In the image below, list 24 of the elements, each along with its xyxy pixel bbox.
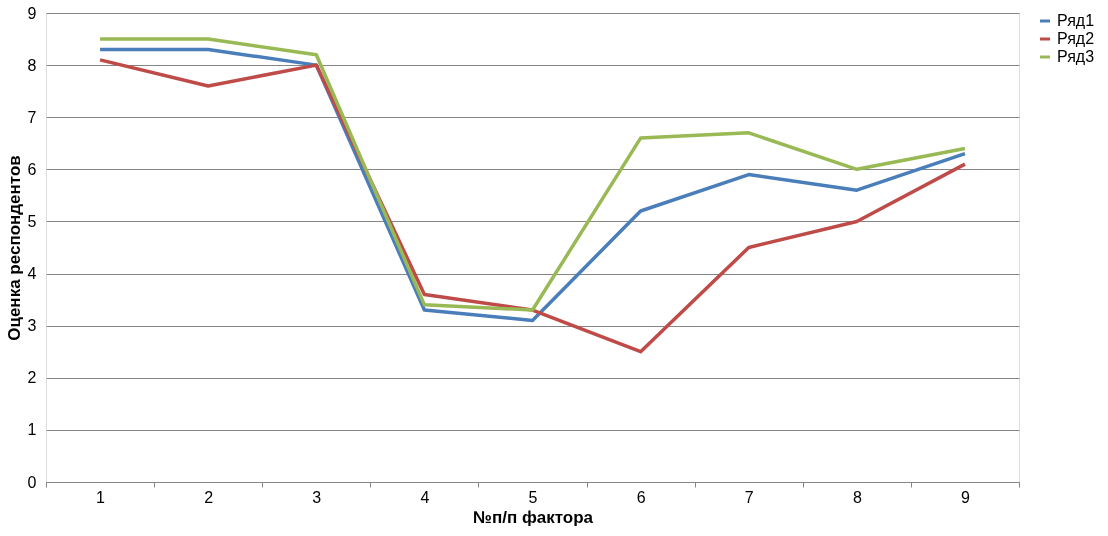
- x-tick-label: 8: [852, 488, 862, 506]
- y-tick-label: 5: [27, 212, 37, 230]
- y-axis-title: Оценка респондентов: [4, 155, 24, 341]
- x-tick-label: 9: [960, 488, 970, 506]
- x-tick-label: 5: [528, 488, 538, 506]
- legend-label: Ряд1: [1057, 12, 1095, 29]
- x-tick-label: 3: [312, 488, 322, 506]
- y-tick-label: 2: [27, 369, 37, 387]
- x-tick-label: 1: [96, 488, 106, 506]
- y-tick-label: 1: [27, 421, 37, 439]
- y-tick-label: 6: [27, 160, 37, 178]
- x-tick-label: 7: [744, 488, 754, 506]
- y-tick-label: 3: [27, 317, 37, 335]
- x-tick-label: 6: [636, 488, 646, 506]
- y-tick-label: 4: [27, 265, 37, 283]
- y-tick-label: 7: [27, 108, 37, 126]
- legend-label: Ряд3: [1057, 48, 1095, 65]
- y-tick-label: 9: [27, 4, 37, 22]
- x-axis-title: №п/п фактора: [472, 507, 594, 527]
- y-tick-label: 0: [27, 473, 37, 491]
- y-tick-label: 8: [27, 56, 37, 74]
- x-tick-label: 4: [420, 488, 430, 506]
- x-tick-label: 2: [204, 488, 214, 506]
- legend-label: Ряд2: [1057, 30, 1095, 47]
